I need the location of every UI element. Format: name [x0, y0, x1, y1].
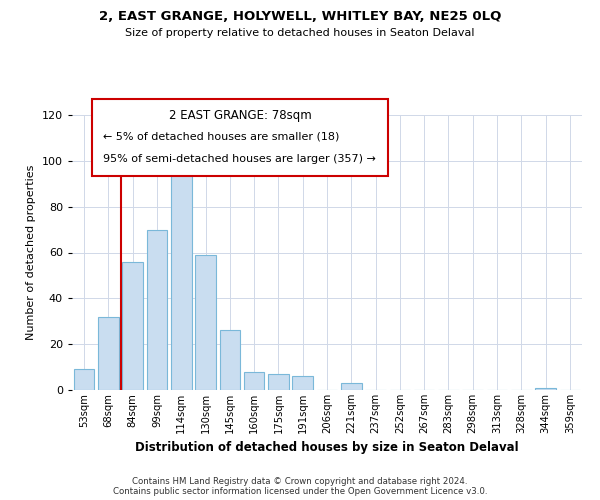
X-axis label: Distribution of detached houses by size in Seaton Delaval: Distribution of detached houses by size …: [135, 442, 519, 454]
Text: Contains public sector information licensed under the Open Government Licence v3: Contains public sector information licen…: [113, 487, 487, 496]
Text: 95% of semi-detached houses are larger (357) →: 95% of semi-detached houses are larger (…: [103, 154, 376, 164]
Text: Size of property relative to detached houses in Seaton Delaval: Size of property relative to detached ho…: [125, 28, 475, 38]
Text: 2, EAST GRANGE, HOLYWELL, WHITLEY BAY, NE25 0LQ: 2, EAST GRANGE, HOLYWELL, WHITLEY BAY, N…: [99, 10, 501, 23]
Bar: [195, 255, 216, 390]
Bar: [220, 330, 240, 390]
Bar: [146, 230, 167, 390]
Bar: [122, 262, 143, 390]
Y-axis label: Number of detached properties: Number of detached properties: [26, 165, 36, 340]
Text: 2 EAST GRANGE: 78sqm: 2 EAST GRANGE: 78sqm: [169, 110, 311, 122]
Bar: [535, 388, 556, 390]
Text: ← 5% of detached houses are smaller (18): ← 5% of detached houses are smaller (18): [103, 132, 339, 141]
Bar: [98, 316, 119, 390]
Text: Contains HM Land Registry data © Crown copyright and database right 2024.: Contains HM Land Registry data © Crown c…: [132, 477, 468, 486]
Bar: [74, 370, 94, 390]
Bar: [171, 158, 191, 390]
Bar: [268, 374, 289, 390]
Bar: [292, 376, 313, 390]
Bar: [244, 372, 265, 390]
FancyBboxPatch shape: [92, 98, 388, 176]
Bar: [341, 383, 362, 390]
